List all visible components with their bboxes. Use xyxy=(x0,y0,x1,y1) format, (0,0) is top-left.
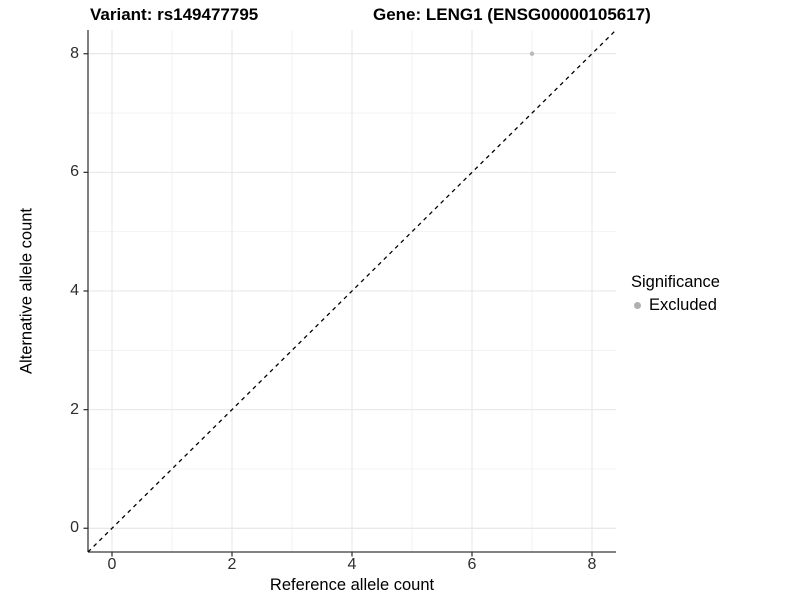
x-tick-label: 0 xyxy=(107,556,117,573)
x-axis-title: Reference allele count xyxy=(269,576,435,594)
y-tick-label: 2 xyxy=(70,400,79,418)
y-tick-label: 0 xyxy=(70,519,79,537)
identity-line xyxy=(87,29,617,553)
y-tick-label: 8 xyxy=(70,44,79,62)
x-tick-label: 4 xyxy=(347,556,357,573)
x-tick-label: 8 xyxy=(587,556,597,573)
legend-entry-excluded: Excluded xyxy=(631,296,720,315)
y-axis-title: Alternative allele count xyxy=(17,207,36,375)
data-point-excluded xyxy=(529,51,535,56)
plot-title-variant: Variant: rs149477795 xyxy=(90,5,259,24)
legend: Significance Excluded xyxy=(631,273,720,315)
legend-title: Significance xyxy=(631,273,720,291)
excluded-point-icon xyxy=(634,302,641,309)
x-tick-label: 6 xyxy=(467,556,477,573)
x-tick-label: 2 xyxy=(227,556,237,573)
y-tick-label: 4 xyxy=(70,282,79,299)
plot-title-gene: Gene: LENG1 (ENSG00000105617) xyxy=(373,5,651,24)
legend-entry-label: Excluded xyxy=(649,296,717,314)
y-tick-label: 6 xyxy=(70,163,79,181)
